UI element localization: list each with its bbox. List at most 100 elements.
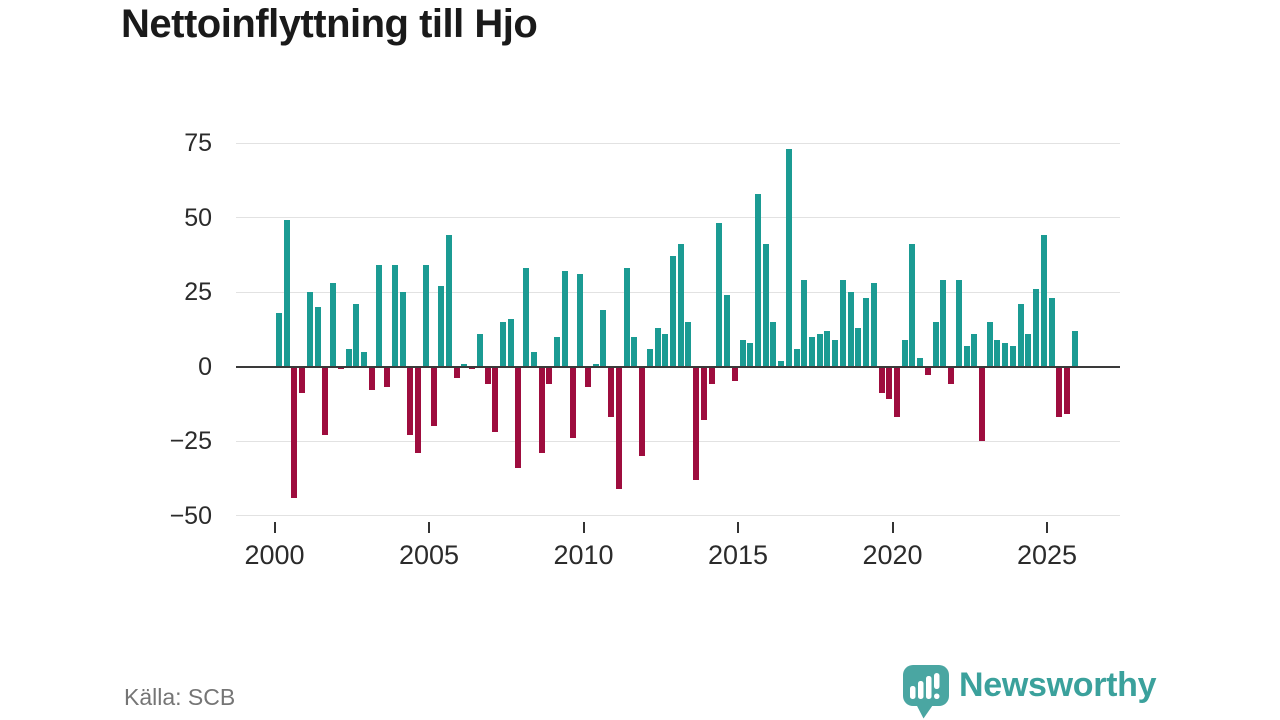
y-axis-label: −50 [169, 501, 212, 530]
bar [554, 336, 561, 367]
bar [669, 256, 676, 367]
bar [399, 292, 406, 367]
bar [924, 366, 931, 376]
bar [1056, 366, 1063, 418]
bar [415, 366, 422, 453]
bar [345, 348, 352, 367]
bar [955, 280, 962, 367]
bar [276, 312, 282, 367]
bar [592, 363, 599, 367]
bar [646, 348, 653, 367]
bar [438, 286, 445, 367]
bar [654, 327, 661, 367]
gridline [236, 440, 1120, 442]
x-axis-line [236, 365, 1120, 368]
bar [546, 366, 553, 385]
bar [639, 366, 646, 456]
bar [971, 333, 978, 367]
bar [1033, 289, 1040, 367]
bar [523, 268, 530, 367]
bar [422, 265, 429, 367]
bar [677, 244, 684, 367]
bar [530, 351, 537, 367]
bar [600, 309, 607, 367]
gridline [236, 217, 1120, 218]
bar [770, 321, 777, 367]
x-axis-label: 2005 [398, 540, 460, 570]
bar [577, 274, 584, 367]
bar [700, 366, 707, 421]
bar [878, 366, 885, 394]
bar [608, 366, 615, 418]
newsworthy-chart-bubble-icon [903, 665, 949, 719]
axis-tick [582, 522, 585, 533]
bar [299, 366, 306, 394]
bar [1025, 333, 1032, 367]
bar [585, 366, 591, 388]
y-axis-label: 50 [184, 203, 212, 232]
bar [615, 366, 622, 489]
bar [778, 360, 785, 367]
bar [685, 321, 692, 367]
x-axis-label: 2020 [862, 540, 923, 570]
x-axis-label: 2025 [1016, 540, 1078, 570]
bar [747, 342, 754, 367]
bar [469, 366, 476, 370]
bar [816, 333, 823, 367]
bar [507, 318, 514, 367]
bar [291, 366, 298, 498]
y-axis-label: 0 [198, 352, 212, 381]
bar [461, 363, 468, 367]
bar [330, 283, 337, 367]
bar [894, 366, 900, 418]
axis-tick [273, 522, 276, 533]
bar [1017, 303, 1024, 367]
axis-tick [737, 522, 739, 533]
bar [886, 366, 893, 400]
bar [917, 357, 924, 367]
bar [994, 339, 1001, 367]
bar [353, 303, 360, 367]
bar [731, 366, 738, 382]
bar [785, 148, 792, 367]
bar [739, 339, 746, 367]
bar [801, 280, 808, 367]
bar [623, 268, 630, 367]
brand-name: Newsworthy [959, 666, 1157, 704]
bar [824, 330, 831, 367]
bar [693, 366, 700, 480]
y-axis-label: 25 [184, 278, 212, 306]
y-axis-label: 75 [184, 129, 212, 157]
bar [809, 336, 816, 367]
x-axis-label: 2015 [707, 540, 769, 570]
bar [360, 351, 367, 367]
bar [1009, 345, 1016, 367]
bar [932, 321, 939, 367]
bar [322, 366, 329, 436]
bar [283, 220, 290, 367]
chart-title: Nettoinflyttning till Hjo [121, 2, 538, 46]
bar [1040, 235, 1047, 367]
bar [391, 265, 398, 367]
bar [1063, 366, 1070, 415]
bar [561, 271, 568, 367]
bar [716, 223, 723, 367]
gridline [236, 515, 1120, 516]
bar [847, 292, 854, 367]
bar [430, 366, 437, 427]
bar [445, 235, 452, 367]
bar [306, 292, 313, 367]
bar [1071, 330, 1078, 367]
bar [662, 333, 669, 367]
bar [863, 297, 870, 367]
bar [1048, 297, 1055, 367]
brand-logo: Newsworthy [902, 665, 1157, 719]
bar [839, 280, 846, 367]
bar [832, 339, 839, 367]
bar [855, 327, 862, 367]
plot-area [236, 142, 1120, 533]
bar [484, 366, 491, 385]
bar [492, 366, 499, 433]
y-axis-label: −25 [169, 427, 212, 455]
